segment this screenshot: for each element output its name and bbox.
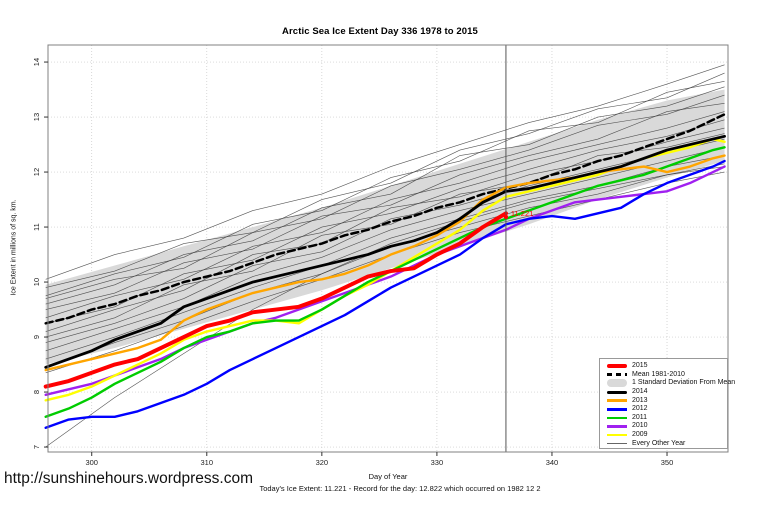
x-tick-label: 310 [201,458,214,467]
x-tick-label: 340 [546,458,559,467]
series-2014 [44,134,726,369]
legend: 2015 Mean 1981-2010 1 Standard Deviation… [599,358,735,449]
legend-item-2009: 2009 [607,431,727,440]
series-2013 [44,154,726,372]
series-lines [43,113,726,429]
legend-item-stddev-band: 1 Standard Deviation From Mean [607,379,735,388]
legend-item-2012: 2012 [607,405,727,414]
y-tick-label: 7 [32,445,41,449]
legend-item-mean: Mean 1981-2010 [607,371,727,380]
legend-label: 2010 [632,422,648,430]
y-tick-label: 11 [32,223,41,231]
legend-label: 2015 [632,362,648,370]
legend-swatch-2013 [607,399,627,402]
x-tick-label: 300 [85,458,98,467]
legend-item-every-other-year: Every Other Year [607,439,727,448]
legend-swatch-stddev-band [607,379,627,388]
legend-label: 2013 [632,396,648,404]
legend-swatch-every-other-year [607,443,627,445]
y-tick-label: 13 [32,113,41,121]
y-tick-label: 8 [32,390,41,394]
legend-label: 2009 [632,431,648,439]
y-tick-label: 12 [32,168,41,176]
legend-label: 2011 [632,413,648,421]
x-tick-label: 330 [431,458,444,467]
legend-swatch-2009 [607,433,627,437]
legend-item-2010: 2010 [607,422,727,431]
legend-item-2015: 2015 [607,362,727,371]
current-extent-dot [503,214,509,220]
y-tick-label: 9 [32,335,41,339]
legend-swatch-2010 [607,425,627,428]
legend-label: Every Other Year [632,439,686,447]
axis-ticks: 300 310 320 330 340 350 7 8 9 10 11 12 13 14 [32,58,673,467]
legend-swatch-2011 [607,416,627,420]
legend-label: 1 Standard Deviation From Mean [632,379,736,387]
series-2010 [44,165,726,396]
x-tick-label: 320 [316,458,329,467]
every-other-year-lines [45,64,725,448]
footer-caption: Today's Ice Extent: 11.221 - Record for … [259,484,541,493]
legend-label: Mean 1981-2010 [632,370,685,378]
chart-title: Arctic Sea Ice Extent Day 336 1978 to 20… [282,26,478,37]
legend-item-2013: 2013 [607,396,727,405]
source-url: http://sunshinehours.wordpress.com [4,470,253,487]
legend-label: 2012 [632,405,648,413]
legend-swatch-2015 [607,364,627,369]
annotation-group [503,214,509,220]
y-tick-label: 14 [32,58,41,66]
x-axis-label: Day of Year [368,472,408,481]
legend-item-2014: 2014 [607,388,727,397]
legend-swatch-mean [607,373,627,377]
y-tick-label: 10 [32,278,41,286]
series-2012 [44,159,726,429]
series-mean-1981-2010 [44,113,726,325]
legend-swatch-2012 [607,408,627,411]
plot-canvas: 300 310 320 330 340 350 7 8 9 10 11 12 13 14 [32,44,729,467]
y-axis-label: Ice Extent in millions of sq. km. [10,199,18,296]
x-tick-label: 350 [661,458,674,467]
series-2015 [43,211,508,389]
current-extent-annotation: 11.221 [510,208,534,218]
legend-item-2011: 2011 [607,414,727,423]
legend-swatch-2014 [607,390,627,394]
legend-label: 2014 [632,388,648,396]
plot-border [47,44,729,453]
border-group [47,44,729,453]
